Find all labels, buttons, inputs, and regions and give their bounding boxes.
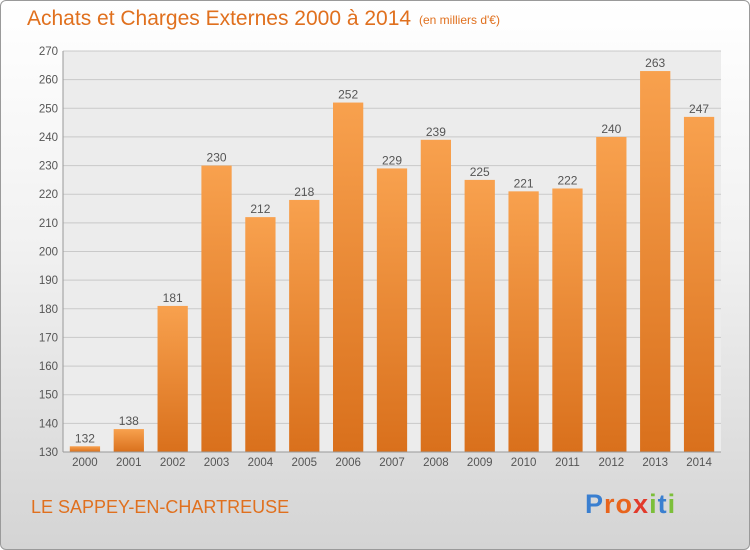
chart-title: Achats et Charges Externes 2000 à 2014: [27, 7, 412, 30]
y-tick-label: 220: [39, 189, 58, 201]
x-tick-label: 2012: [599, 457, 625, 469]
y-tick-label: 240: [39, 132, 58, 144]
x-tick-label: 2002: [160, 457, 186, 469]
data-label: 252: [338, 88, 358, 102]
commune-name: LE SAPPEY-EN-CHARTREUSE: [31, 497, 290, 517]
data-label: 222: [557, 173, 577, 187]
bar: [245, 217, 276, 452]
bar: [289, 199, 320, 452]
data-label: 239: [426, 125, 446, 139]
x-tick-label: 2003: [204, 457, 230, 469]
y-tick-label: 140: [39, 418, 58, 430]
bar: [508, 191, 539, 452]
y-tick-label: 150: [39, 390, 58, 402]
data-label: 181: [163, 291, 183, 305]
bar: [464, 179, 495, 452]
bar: [332, 102, 364, 453]
x-tick-label: 2008: [423, 457, 449, 469]
x-tick-label: 2001: [116, 457, 142, 469]
bar: [113, 429, 144, 452]
data-label: 218: [294, 185, 314, 199]
y-tick-label: 230: [39, 161, 58, 173]
x-tick-label: 2013: [642, 457, 668, 469]
bar: [596, 136, 627, 452]
y-tick-label: 250: [39, 103, 58, 115]
y-tick-label: 260: [39, 75, 58, 87]
y-tick-label: 170: [39, 332, 58, 344]
data-label: 225: [470, 165, 490, 179]
data-label: 138: [119, 414, 139, 428]
bar: [376, 168, 408, 452]
x-tick-label: 2000: [72, 457, 98, 469]
logo-letter: t: [657, 489, 668, 519]
bar: [683, 116, 715, 452]
bar: [420, 139, 452, 453]
data-label: 221: [514, 176, 534, 190]
data-label: 212: [250, 202, 270, 216]
data-label: 263: [645, 56, 665, 70]
data-label: 240: [601, 122, 621, 136]
x-tick-label: 2014: [686, 457, 712, 469]
bar: [157, 305, 188, 452]
bar: [69, 446, 101, 452]
logo-letter: x: [633, 489, 650, 519]
bar: [201, 165, 232, 453]
y-tick-label: 190: [39, 275, 58, 287]
y-tick-label: 160: [39, 361, 58, 373]
data-label: 247: [689, 102, 709, 116]
data-label: 230: [207, 151, 227, 165]
y-tick-label: 210: [39, 218, 58, 230]
bar: [552, 188, 583, 452]
logo-letter: P: [585, 489, 605, 519]
logo-letter: i: [649, 489, 658, 519]
x-tick-label: 2011: [555, 457, 580, 469]
x-tick-label: 2010: [511, 457, 537, 469]
y-tick-label: 180: [39, 304, 58, 316]
y-tick-label: 130: [39, 447, 58, 459]
x-tick-label: 2004: [248, 457, 274, 469]
x-tick-label: 2007: [379, 457, 405, 469]
bar: [640, 71, 671, 453]
data-label: 229: [382, 153, 402, 167]
logo-letter: r: [604, 489, 616, 519]
logo-letter: o: [615, 489, 634, 519]
chart-subtitle: (en milliers d'€): [419, 13, 500, 27]
x-tick-label: 2005: [291, 457, 317, 469]
data-label: 132: [75, 431, 95, 445]
y-tick-label: 270: [39, 46, 58, 58]
x-tick-label: 2009: [467, 457, 493, 469]
x-tick-label: 2006: [335, 457, 361, 469]
proxiti-logo: Proxiti: [585, 489, 676, 520]
y-tick-label: 200: [39, 247, 58, 259]
logo-letter: i: [667, 489, 677, 519]
